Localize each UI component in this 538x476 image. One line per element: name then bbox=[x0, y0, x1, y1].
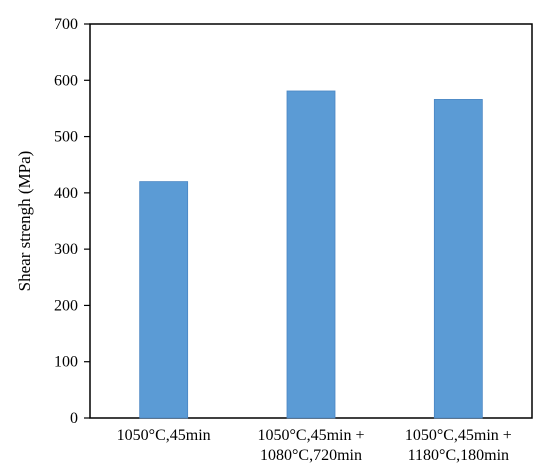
bars bbox=[139, 90, 483, 419]
y-tick-label: 0 bbox=[70, 410, 78, 427]
y-tick-label: 500 bbox=[54, 129, 78, 146]
x-tick-label: 1050°C,45min + bbox=[405, 427, 512, 444]
bar bbox=[139, 181, 189, 419]
bar bbox=[286, 90, 336, 419]
y-tick-label: 200 bbox=[54, 297, 78, 314]
y-axis-title: Shear strengh (MPa) bbox=[15, 151, 34, 292]
y-tick-label: 700 bbox=[54, 16, 78, 33]
y-tick-label: 400 bbox=[54, 185, 78, 202]
tick-labels: 0 100 200 300 400 500 600 700 1050°C,45min 1050°C… bbox=[54, 16, 512, 464]
x-tick-label: 1050°C,45min + bbox=[258, 427, 365, 444]
y-tick-label: 100 bbox=[54, 354, 78, 371]
bar bbox=[433, 99, 483, 419]
y-tick-label: 300 bbox=[54, 241, 78, 258]
x-tick-label: 1050°C,45min bbox=[117, 427, 211, 444]
x-tick-label: 1080°C,720min bbox=[260, 447, 362, 464]
y-tick-label: 600 bbox=[54, 72, 78, 89]
x-tick-label: 1180°C,180min bbox=[408, 447, 509, 464]
